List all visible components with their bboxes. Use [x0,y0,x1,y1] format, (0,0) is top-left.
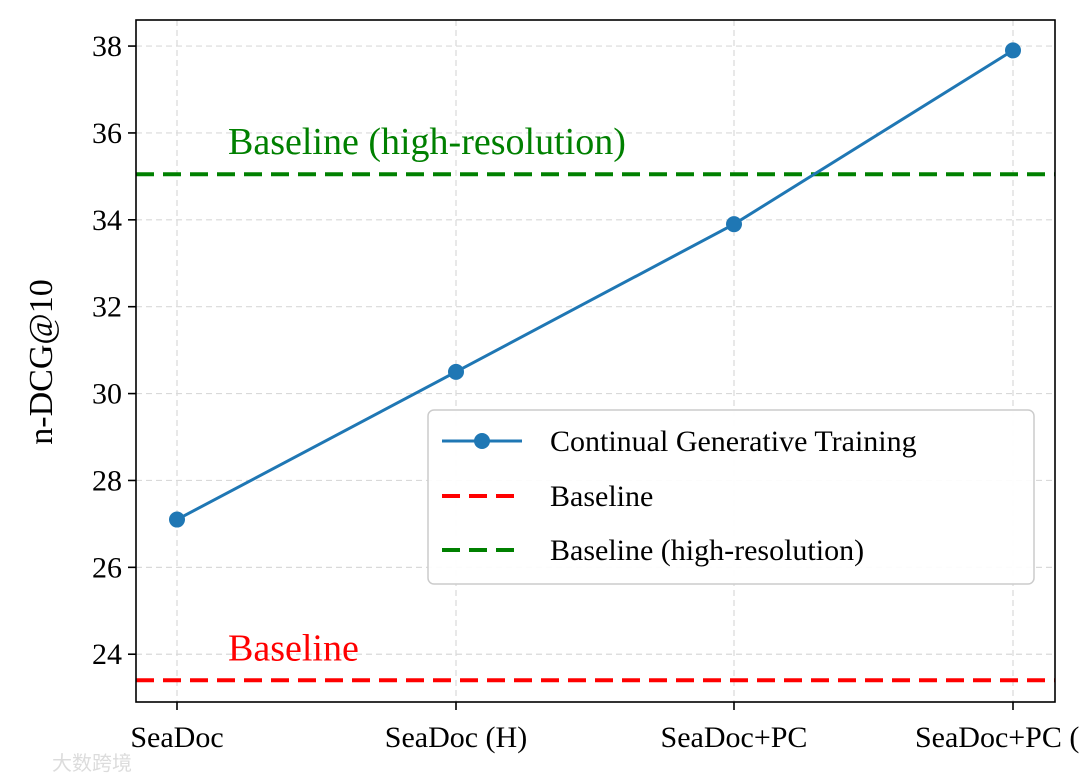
y-tick-label: 30 [92,378,122,411]
data-point-1 [169,511,185,528]
watermark-text: 大数跨境 [52,751,132,775]
annotations: Baseline Baseline (high-resolution) [228,121,626,669]
reference-lines [136,172,1055,683]
x-tick-label: SeaDoc (H) [385,721,527,754]
legend: Continual Generative Training Baseline Bas… [427,409,1035,585]
series-layer [169,42,1021,528]
data-point-4 [1005,42,1021,59]
y-tick-label: 32 [92,291,122,324]
y-tick-label: 36 [92,117,122,150]
y-axis: 24 26 28 30 32 34 36 38 [92,30,136,671]
plot-frame [135,19,1056,703]
y-tick-label: 24 [92,638,122,671]
legend-label-3: Baseline (high-resolution) [550,534,864,567]
y-tick-label: 26 [92,551,122,584]
x-tick-label: SeaDoc+PC (H) [915,721,1080,754]
annotation-baseline: Baseline [228,627,359,669]
data-point-2 [448,363,464,380]
data-point-3 [726,216,742,233]
y-axis-label: n-DCG@10 [23,279,60,444]
y-tick-label: 38 [92,30,122,63]
annotation-baseline-high-res: Baseline (high-resolution) [228,121,626,163]
y-tick-label: 34 [92,204,122,237]
legend-swatch-marker [474,433,490,449]
x-axis: SeaDoc SeaDoc (H) SeaDoc+PC SeaDoc+PC (H) [130,702,1080,754]
legend-box [427,409,1035,585]
y-tick-label: 28 [92,464,122,497]
series-line [176,49,1014,521]
x-tick-label: SeaDoc+PC [661,721,808,754]
legend-label-1: Continual Generative Training [550,425,917,458]
x-tick-label: SeaDoc [130,721,223,754]
legend-label-2: Baseline [550,480,653,513]
